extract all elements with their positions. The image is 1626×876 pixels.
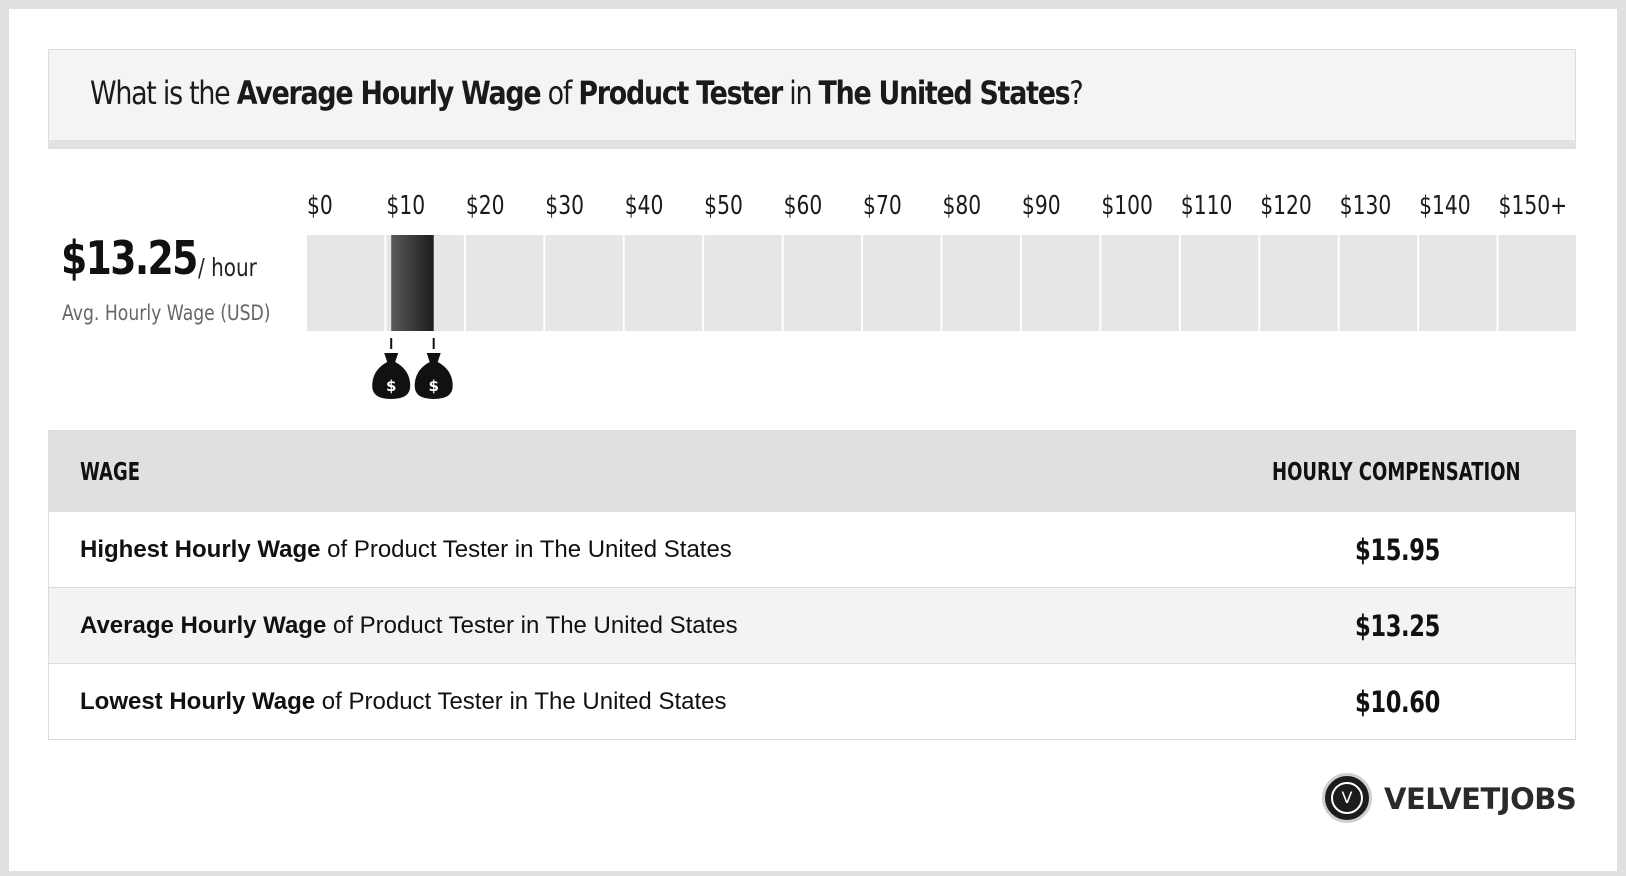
header-wage: WAGE: [80, 457, 141, 486]
row-value: $15.95: [1355, 533, 1440, 567]
page-title: What is the Average Hourly Wage of Produ…: [90, 74, 1084, 112]
header-hourly-compensation: HOURLY COMPENSATION: [1272, 457, 1521, 486]
tick-label: $140: [1419, 191, 1471, 221]
wage-range-chart: $0 $10 $20 $30 $40 $50 $60 $70 $80 $90 $100 $110 $12…: [307, 191, 1576, 399]
track-segment: [863, 235, 941, 331]
table-header: WAGE HOURLY COMPENSATION: [49, 431, 1575, 511]
row-value: $13.25: [1355, 609, 1440, 643]
track-segment: [1180, 235, 1259, 331]
tick-label: $40: [625, 191, 664, 221]
tick-label: $150+: [1499, 191, 1568, 221]
track-segment: [465, 235, 544, 331]
wage-table: WAGE HOURLY COMPENSATION Highest Hourly …: [48, 430, 1576, 740]
title-metric: Average Hourly Wage: [236, 74, 542, 112]
svg-text:$: $: [428, 377, 438, 395]
table-row: Lowest Hourly Wage of Product Tester in …: [49, 663, 1575, 739]
tick-label: $130: [1340, 191, 1392, 221]
track-segment: [942, 235, 1020, 331]
average-wage-figure: $13.25 / hour: [61, 231, 257, 285]
track-segment: [624, 235, 703, 331]
tick-label: $60: [784, 191, 823, 221]
row-value: $10.60: [1355, 685, 1440, 719]
track-segment: [1339, 235, 1418, 331]
velvetjobs-logo-icon: V: [1322, 773, 1372, 823]
track-segment: [1498, 235, 1576, 331]
money-bag-icon: $: [414, 338, 453, 399]
table-row: Highest Hourly Wage of Product Tester in…: [49, 511, 1575, 587]
track-segment: [545, 235, 623, 331]
tick-label: $0: [307, 191, 333, 221]
wage-unit: / hour: [198, 253, 257, 282]
track-segment: [1260, 235, 1338, 331]
title-box: What is the Average Hourly Wage of Produ…: [48, 49, 1576, 149]
track-segment: [1021, 235, 1100, 331]
tick-label: $90: [1022, 191, 1061, 221]
tick-label: $20: [466, 191, 505, 221]
money-bag-icon: $: [372, 338, 411, 399]
tick-label: $100: [1101, 191, 1153, 221]
tick-label: $110: [1181, 191, 1233, 221]
wage-caption: Avg. Hourly Wage (USD): [62, 301, 271, 325]
row-label: Lowest Hourly Wage of Product Tester in …: [80, 688, 727, 715]
tick-label: $70: [863, 191, 902, 221]
table-row: Average Hourly Wage of Product Tester in…: [49, 587, 1575, 663]
tick-label: $30: [545, 191, 584, 221]
average-wage-value: $13.25: [61, 231, 198, 285]
track-segment: [1101, 235, 1179, 331]
track-segment: [704, 235, 782, 331]
svg-text:$: $: [386, 377, 396, 395]
wage-range-bar: [391, 235, 434, 331]
tick-label: $50: [704, 191, 743, 221]
tick-label: $120: [1260, 191, 1312, 221]
row-label: Average Hourly Wage of Product Tester in…: [80, 612, 738, 639]
title-job: Product Tester: [578, 74, 783, 112]
track-segment: [1419, 235, 1497, 331]
row-label: Highest Hourly Wage of Product Tester in…: [80, 536, 732, 563]
title-location: The United States: [818, 74, 1071, 112]
tick-label: $10: [386, 191, 425, 221]
track-segment: [307, 235, 385, 331]
track-segment: [783, 235, 862, 331]
tick-label: $80: [942, 191, 981, 221]
brand-name: VELVETJOBS: [1384, 782, 1577, 816]
